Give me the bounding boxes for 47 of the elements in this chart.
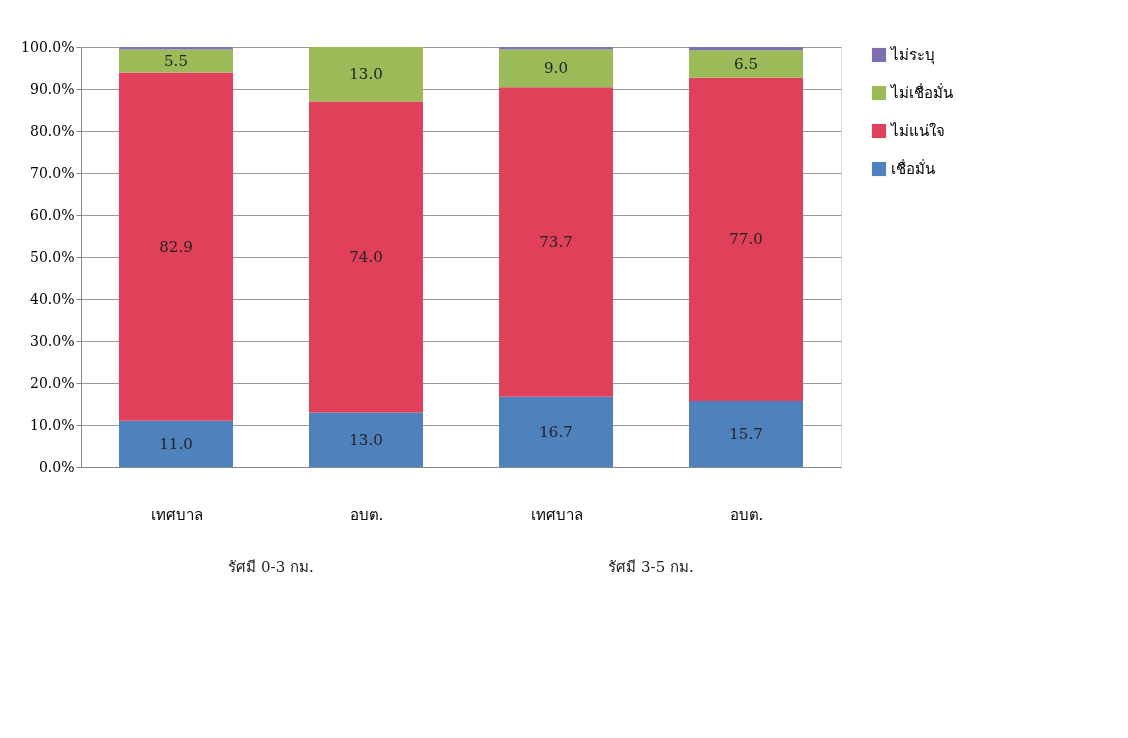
data-label: 6.5	[734, 55, 758, 74]
data-label: 15.7	[729, 425, 763, 444]
bar	[499, 47, 613, 50]
legend-label: เชื่อมั่น	[891, 158, 935, 178]
bar	[689, 77, 803, 402]
data-label: 82.9	[159, 237, 193, 256]
bar	[499, 87, 613, 397]
y-tick-label: 0.0%	[38, 458, 75, 475]
y-tick-label: 80.0%	[30, 122, 75, 139]
y-tick-label: 50.0%	[30, 248, 75, 265]
data-label: 11.0	[159, 434, 193, 453]
bar	[499, 396, 613, 467]
y-tick-label: 100.0%	[21, 38, 75, 55]
data-label: 13.0	[349, 430, 383, 449]
bar	[119, 47, 233, 50]
bar	[119, 420, 233, 467]
text: รัศมี 3-5 กม.	[608, 558, 694, 576]
data-label: 16.7	[539, 422, 573, 441]
y-tick-label: 40.0%	[30, 290, 75, 307]
bar	[309, 412, 423, 467]
data-label: 5.5	[164, 52, 188, 71]
y-tick-label: 30.0%	[30, 332, 75, 349]
bar	[119, 49, 233, 73]
x-tick-label: เทศบาล	[530, 505, 583, 524]
data-label: 77.0	[729, 230, 763, 249]
bar	[689, 401, 803, 467]
data-label: 9.0	[544, 59, 568, 78]
y-tick-label: 70.0%	[30, 164, 75, 181]
bar	[119, 72, 233, 421]
text: รัศมี 0-3 กม.	[228, 558, 314, 576]
bar	[309, 47, 423, 102]
data-label: 13.0	[349, 65, 383, 84]
bar	[689, 50, 803, 78]
bar	[309, 101, 423, 413]
data-label: 73.7	[539, 233, 573, 252]
y-tick-label: 60.0%	[30, 206, 75, 223]
x-tick-label: อบต.	[349, 505, 384, 524]
x-tick-label: เทศบาล	[150, 505, 203, 524]
y-tick-label: 10.0%	[30, 416, 75, 433]
legend-label: ไม่ระบุ	[890, 46, 935, 65]
legend-label: ไม่เชื่อมั่น	[890, 82, 953, 102]
bar	[499, 49, 613, 88]
y-tick-label: 90.0%	[30, 80, 75, 97]
x-tick-label: อบต.	[729, 505, 764, 524]
data-label: 74.0	[349, 248, 383, 266]
y-tick-label: 20.0%	[30, 374, 75, 391]
legend-label: ไม่แน่ใจ	[890, 122, 945, 140]
